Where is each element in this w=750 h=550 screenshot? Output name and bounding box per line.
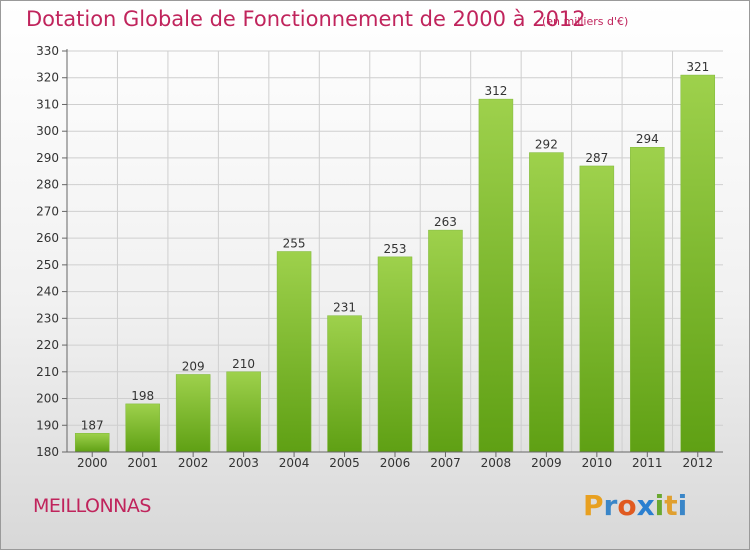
data-label: 253 (384, 242, 407, 256)
bar (529, 152, 564, 453)
x-tick-label: 2007 (430, 456, 461, 470)
bar (630, 146, 665, 453)
bar (226, 371, 261, 453)
x-tick-label: 2004 (279, 456, 310, 470)
bar (276, 251, 312, 453)
bar (125, 403, 160, 453)
y-tick-label: 280 (36, 178, 59, 192)
bars: 187 198 209 210 255 231 253 263 312 292 287 294 321 (74, 60, 716, 453)
y-tick-label: 320 (36, 71, 59, 85)
logo-letter: x (636, 489, 655, 522)
data-label: 231 (333, 301, 356, 315)
bar (377, 256, 413, 453)
x-tick-label: 2005 (329, 456, 360, 470)
proxiti-logo[interactable]: Proxiti (583, 489, 687, 522)
data-label: 321 (686, 60, 709, 74)
bar (74, 433, 110, 453)
logo-letter: o (617, 489, 637, 522)
data-label: 187 (81, 418, 104, 432)
data-label: 210 (232, 357, 255, 371)
bar (579, 165, 615, 453)
logo-letter: r (603, 489, 618, 522)
y-tick-label: 250 (36, 258, 59, 272)
x-tick-label: 2012 (682, 456, 713, 470)
chart-subtitle: (en milliers d'€) (542, 15, 629, 28)
data-label: 294 (636, 132, 659, 146)
x-tick-label: 2008 (481, 456, 512, 470)
axes: 180 190 200 210 220 230 240 250 260 270 280 290 300 3… (36, 44, 723, 470)
y-tick-label: 230 (36, 311, 59, 325)
y-tick-label: 180 (36, 445, 59, 459)
y-tick-label: 240 (36, 285, 59, 299)
data-label: 292 (535, 138, 558, 152)
x-tick-label: 2011 (632, 456, 663, 470)
logo-letter: i (654, 489, 665, 522)
y-tick-label: 260 (36, 231, 59, 245)
y-tick-label: 190 (36, 418, 59, 432)
y-tick-label: 210 (36, 365, 59, 379)
x-tick-label: 2002 (178, 456, 209, 470)
data-label: 312 (484, 84, 507, 98)
x-tick-label: 2010 (582, 456, 613, 470)
x-tick-label: 2000 (77, 456, 108, 470)
data-label: 255 (283, 237, 306, 251)
y-tick-label: 290 (36, 151, 59, 165)
x-tick-label: 2009 (531, 456, 562, 470)
y-tick-label: 310 (36, 97, 59, 111)
y-tick-label: 270 (36, 204, 59, 218)
bar (175, 374, 211, 453)
logo-letter: t (664, 489, 678, 522)
bar (478, 98, 514, 453)
data-label: 263 (434, 215, 457, 229)
logo-letter: P (583, 489, 604, 522)
data-label: 287 (585, 151, 608, 165)
bar (680, 74, 716, 453)
y-tick-label: 200 (36, 392, 59, 406)
data-label: 209 (182, 359, 205, 373)
x-tick-label: 2003 (228, 456, 259, 470)
logo-letter: i (677, 489, 688, 522)
chart-title: Dotation Globale de Fonctionnement de 20… (26, 7, 586, 31)
bar (327, 315, 362, 453)
y-tick-label: 330 (36, 44, 59, 58)
x-tick-label: 2006 (380, 456, 411, 470)
bar (428, 229, 463, 453)
y-tick-label: 220 (36, 338, 59, 352)
commune-name: MEILLONNAS (33, 495, 151, 517)
x-tick-label: 2001 (127, 456, 158, 470)
y-tick-label: 300 (36, 124, 59, 138)
data-label: 198 (131, 389, 154, 403)
